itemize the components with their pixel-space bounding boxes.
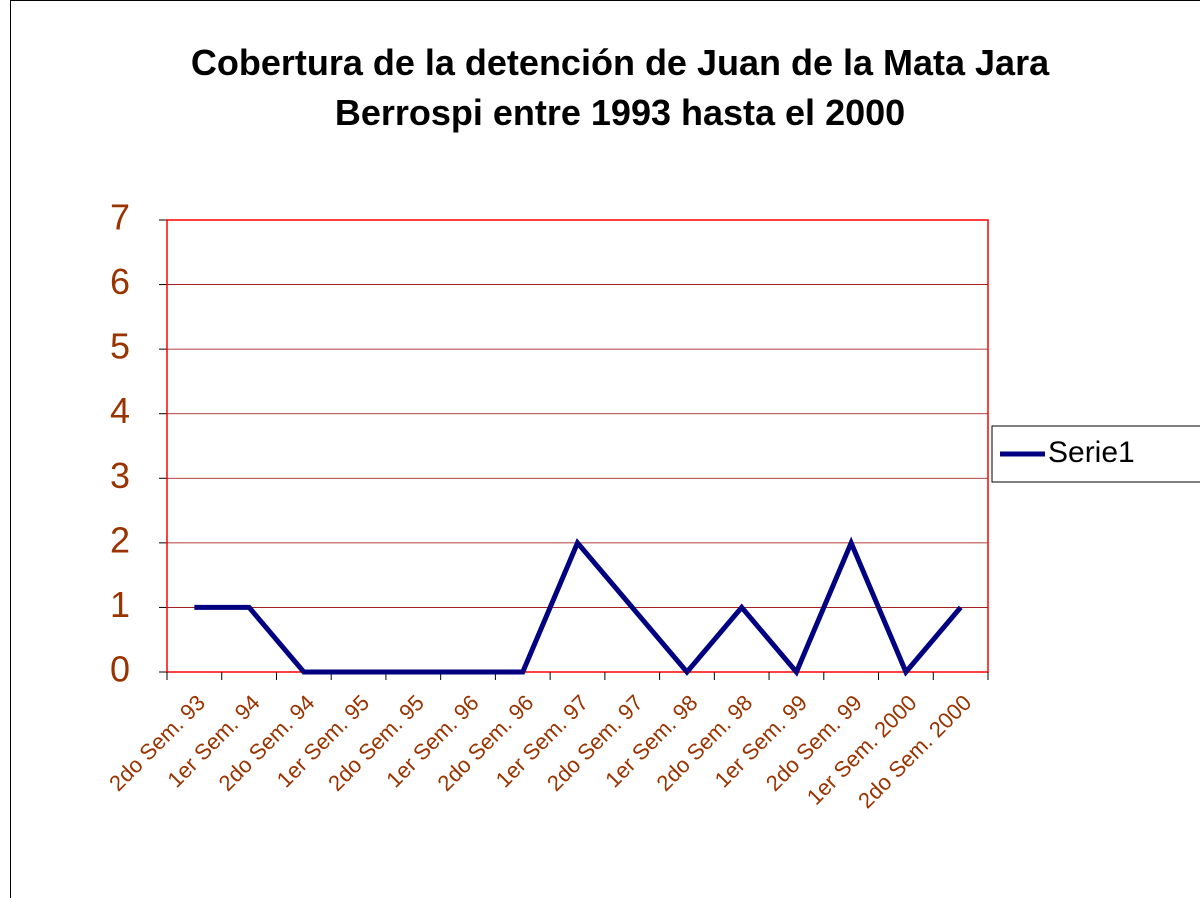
y-tick-label: 2 [110, 519, 130, 560]
chart-frame [10, 0, 1200, 898]
legend-label: Serie1 [1048, 436, 1135, 469]
y-tick-label: 3 [110, 455, 130, 496]
y-tick-label: 7 [110, 197, 130, 238]
y-tick-label: 6 [110, 261, 130, 302]
y-tick-label: 4 [110, 390, 130, 431]
line-series [194, 536, 963, 677]
y-tick-label: 0 [110, 649, 130, 690]
y-tick-label: 1 [110, 584, 130, 625]
plot-border [166, 219, 989, 673]
chart-title: Cobertura de la detención de Juan de la … [190, 42, 1050, 133]
y-tick-label: 5 [110, 326, 130, 367]
